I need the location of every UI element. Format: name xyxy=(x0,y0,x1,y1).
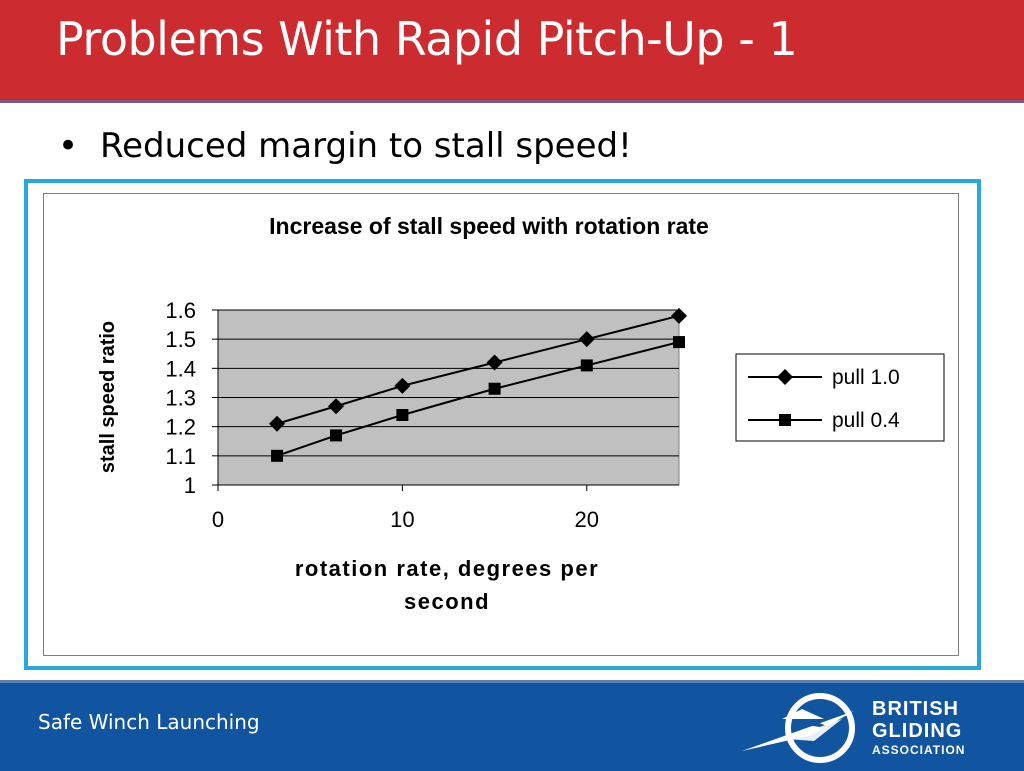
legend-square-icon xyxy=(779,414,791,426)
legend-box xyxy=(735,353,945,442)
y-tick-label: 1.6 xyxy=(165,298,196,323)
bullet-icon: • xyxy=(58,126,79,166)
y-axis-label: stall speed ratio xyxy=(97,321,119,473)
data-point-square xyxy=(580,359,593,372)
legend-diamond-icon xyxy=(777,369,793,385)
y-tick-label: 1.5 xyxy=(165,327,196,352)
y-tick-label: 1.3 xyxy=(165,386,196,411)
y-tick-label: 1.1 xyxy=(165,444,196,469)
logo-line-gliding: GLIDING xyxy=(872,720,963,742)
x-tick-label: 20 xyxy=(575,507,599,532)
chart-title: Increase of stall speed with rotation ra… xyxy=(269,213,709,239)
chart-area: Increase of stall speed with rotation ra… xyxy=(43,193,959,656)
data-point-square xyxy=(488,382,501,395)
legend-label-pull-1-0: pull 1.0 xyxy=(832,366,900,389)
x-tick-label: 10 xyxy=(390,507,414,532)
footer-label: Safe Winch Launching xyxy=(38,710,260,734)
x-axis-label-line1: rotation rate, degrees per xyxy=(295,556,599,581)
data-point-square xyxy=(673,336,685,349)
series-line-pull-0-4 xyxy=(276,341,680,457)
legend: pull 1.0 pull 0.4 xyxy=(735,353,945,442)
title-bar: Problems With Rapid Pitch-Up - 1 xyxy=(0,0,1024,103)
bullet-item: • Reduced margin to stall speed! xyxy=(58,126,632,166)
data-point-diamond xyxy=(578,331,595,348)
data-point-square xyxy=(271,449,284,462)
line-chart: Increase of stall speed with rotation ra… xyxy=(97,213,945,614)
data-point-diamond xyxy=(486,354,503,371)
logo-line-british: BRITISH xyxy=(872,698,959,720)
data-point-square xyxy=(396,409,409,421)
x-tick-label: 0 xyxy=(212,507,224,532)
footer-bar: Safe Winch Launching BRITISH GLIDING ASS… xyxy=(0,680,1024,771)
logo-wordmark: BRITISH GLIDING ASSOCIATION xyxy=(872,699,965,756)
glider-emblem-icon xyxy=(742,693,855,763)
data-point-diamond xyxy=(394,377,411,394)
data-point-diamond xyxy=(328,398,345,415)
y-tick-label: 1.4 xyxy=(165,356,196,381)
slide-title: Problems With Rapid Pitch-Up - 1 xyxy=(56,12,798,66)
bullet-text: Reduced margin to stall speed! xyxy=(100,126,632,166)
legend-label-pull-0-4: pull 0.4 xyxy=(832,409,900,432)
x-axis-label-line2: second xyxy=(404,589,490,614)
logo-line-association: ASSOCIATION xyxy=(872,743,966,757)
series-line-pull-1-0 xyxy=(276,314,680,425)
data-point-square xyxy=(330,429,343,442)
y-tick-label: 1 xyxy=(184,473,196,498)
data-point-diamond xyxy=(269,415,286,432)
data-point-diamond xyxy=(671,307,687,324)
bga-logo: BRITISH GLIDING ASSOCIATION xyxy=(742,689,1002,767)
y-tick-label: 1.2 xyxy=(165,415,196,440)
